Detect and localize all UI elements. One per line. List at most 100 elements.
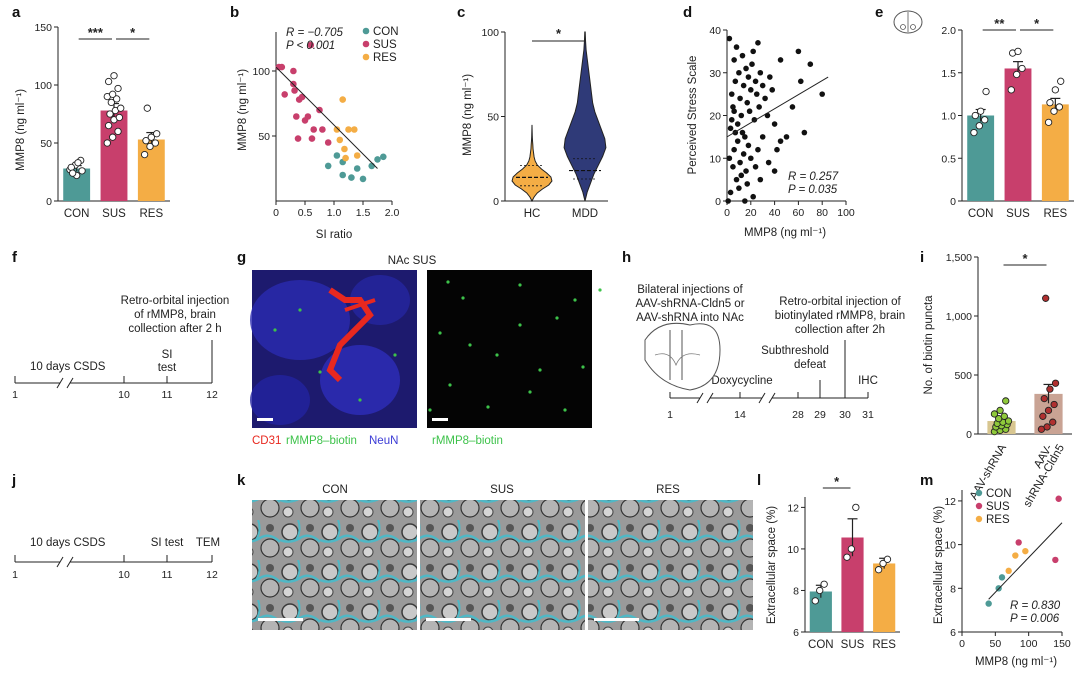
legend-label-CON: CON [373,26,399,38]
panel-letter-m: m [920,472,933,489]
violin-HC [511,124,553,203]
data-point [1004,417,1013,425]
data-point [1042,294,1050,302]
data-point [745,74,752,80]
data-point [789,104,796,110]
data-point [852,503,860,512]
data-point [114,84,122,93]
data-point [67,163,75,172]
bar-RES [873,563,896,632]
panel-letter-e: e [875,4,883,21]
data-point [339,171,347,179]
data-point [117,104,125,112]
data-point [728,116,735,123]
data-point [755,146,761,153]
f-tick-1: 1 [12,389,18,401]
violin-MDD [563,31,607,202]
g-legend-rmmp8-2: rMMP8–biotin [432,435,503,447]
data-point [752,78,759,85]
data-point [762,95,768,102]
d-annotation-r: R = 0.257 [788,171,839,183]
f-inj-3: collection after 2 h [128,323,221,335]
rmmp8-puncta [461,296,465,300]
data-point [737,159,743,166]
data-point [879,559,887,568]
legend-marker-RES [975,515,983,523]
rmmp8-puncta [495,353,499,357]
data-point [745,142,752,149]
data-point [359,175,367,183]
rmmp8-puncta [273,328,277,332]
data-point [807,61,814,67]
data-point [1050,400,1058,409]
data-point [752,164,759,170]
y-tick-label: 150 [34,22,52,34]
data-point [1052,556,1059,564]
a-ylabel: MMP8 (ng ml⁻¹) [15,89,27,171]
rmmp8-puncta [581,365,585,369]
significance-label: * [1034,16,1040,31]
data-point [738,112,745,119]
data-point [883,555,892,563]
data-point [140,150,149,159]
data-point [820,580,828,588]
y-tick-label: 6 [793,627,799,639]
panel-letter-g: g [237,249,246,266]
k-em-image-res [588,500,753,630]
data-point [746,108,753,115]
panel-g: NAc SUS CD31 rMMP8–biotin NeuN rMMP8–bio… [250,255,602,447]
data-point [310,126,318,133]
data-point [990,410,999,418]
j-label-tem: TEM [196,537,220,549]
data-point [736,69,742,76]
m-ylabel: Extracellular space (%) [933,506,945,624]
panel-l: Extracellular space (%) 6 8 10 12 CON SUS RES * [766,474,900,651]
data-point [293,113,300,120]
h-sd-1: Subthreshold [761,345,829,357]
y-tick-label: 10 [709,153,721,165]
h-sd-2: defeat [794,359,827,371]
x-tick-label: 20 [745,207,757,219]
l-ylabel: Extracellular space (%) [766,506,778,624]
j-label-si: SI test [151,537,184,549]
rmmp8-puncta [518,323,522,327]
data-point [777,138,784,144]
data-point [298,93,306,101]
data-point [744,181,751,187]
x-tick-label-RES: RES [872,639,896,651]
c-ylabel: MMP8 (ng ml⁻¹) [462,74,474,156]
rmmp8-puncta [358,398,362,402]
legend-label-SUS: SUS [986,501,1010,513]
data-point [307,41,315,49]
data-point [725,198,731,204]
rmmp8-puncta [428,408,432,412]
f-tick-12: 12 [206,389,218,401]
bar-SUS [100,110,128,201]
data-point [78,167,86,175]
x-tick-label: 80 [816,207,828,219]
data-point [750,48,756,55]
x-tick-label: 2.0 [385,207,400,219]
data-point [744,99,751,106]
g-rmmp8-image [427,270,592,428]
y-tick-label: 100 [252,66,270,78]
x-tick-label-CON: CON [64,208,90,220]
x-tick-label-RES: RES [140,208,164,220]
y-tick-label: 10 [787,544,799,556]
panel-letter-k: k [237,472,246,489]
data-point [874,566,883,574]
data-point [753,91,760,97]
f-inj-1: Retro-orbital injection [121,295,230,307]
panel-d: Perceived Stress Scale MMP8 (ng ml⁻¹) 0 1… [687,25,855,239]
data-point [730,104,736,110]
fit-line [275,66,378,169]
data-point [759,82,766,89]
k-title-sus: SUS [490,484,514,496]
y-tick-label: 50 [258,131,270,143]
f-label-si: SI [162,349,173,361]
x-tick-label: 0 [959,638,965,650]
rmmp8-puncta [438,331,442,335]
h-dox: Doxycycline [711,375,772,387]
data-point [731,146,737,153]
f-label-test: test [158,362,177,374]
